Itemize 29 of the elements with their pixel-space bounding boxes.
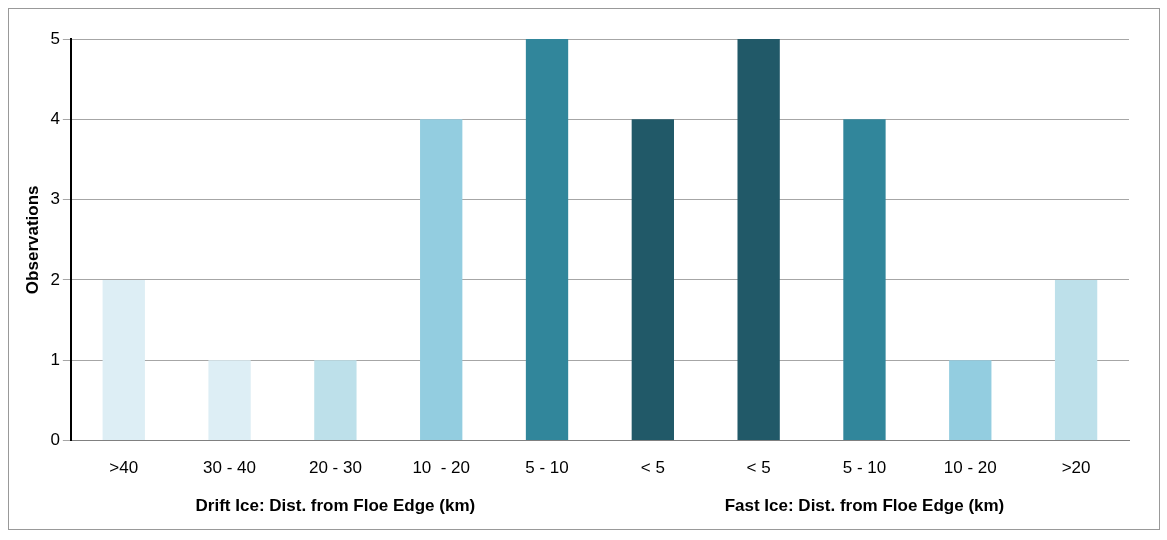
bar [737, 39, 780, 441]
bar [525, 39, 569, 441]
bar [631, 119, 674, 441]
y-axis-title: Observations [22, 185, 42, 295]
x-tick-label: 5 - 10 [842, 458, 887, 478]
text: Fast Ice: Dist. from Floe Edge (km) [724, 496, 1005, 515]
bar [843, 119, 886, 441]
y-tick-label: 5 [50, 28, 60, 48]
y-tick-label: 0 [50, 430, 60, 450]
x-tick-label: 5 - 10 [525, 458, 569, 478]
bar [208, 360, 251, 441]
text: Drift Ice: Dist. from Floe Edge (km) [195, 496, 476, 515]
x-tick-label: 30 - 40 [203, 458, 257, 478]
bar [420, 119, 463, 441]
bar [314, 360, 357, 441]
y-tick-label: 1 [50, 349, 60, 369]
bar [102, 279, 145, 441]
bar [949, 360, 992, 441]
x-tick-label: 10 - 20 [943, 458, 997, 478]
x-tick-label: < 5 [640, 458, 665, 478]
y-tick-label: 2 [50, 269, 60, 289]
y-tick-label: 4 [50, 109, 60, 129]
x-tick-label: >20 [1061, 458, 1091, 478]
x-tick-label: 20 - 30 [308, 458, 362, 478]
x-tick-label: < 5 [746, 458, 771, 478]
y-tick-label: 3 [50, 189, 60, 209]
bar [1054, 279, 1098, 441]
x-tick-label: >40 [109, 458, 139, 478]
x-tick-label: 10 - 20 [412, 458, 471, 478]
